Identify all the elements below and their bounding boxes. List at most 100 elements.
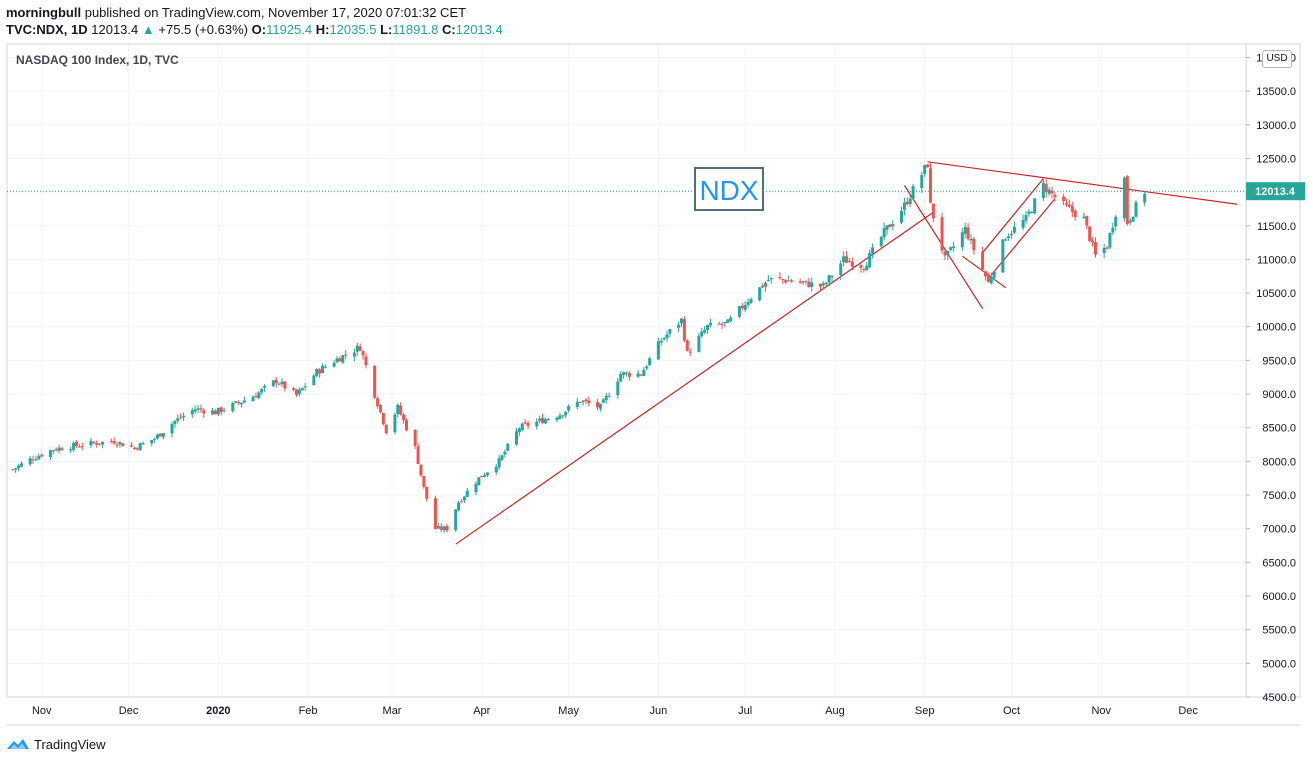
candle xyxy=(1062,193,1066,206)
y-tick-label: 11500.0 xyxy=(1257,221,1296,233)
candle xyxy=(677,321,681,333)
candle xyxy=(726,318,730,324)
candle xyxy=(587,396,591,407)
candle xyxy=(442,525,446,533)
chart-grid xyxy=(7,44,1246,698)
candle xyxy=(396,403,400,418)
candle xyxy=(231,401,235,413)
y-tick-label: 11000.0 xyxy=(1257,254,1296,266)
candle xyxy=(1070,201,1074,217)
candle xyxy=(176,414,180,424)
candle xyxy=(1004,237,1008,241)
high-value: 12035.5 xyxy=(329,22,377,37)
candle xyxy=(596,398,600,411)
candle xyxy=(1007,233,1011,241)
x-tick-label: Nov xyxy=(32,705,52,717)
candle xyxy=(1041,179,1045,201)
trendline xyxy=(990,198,1056,276)
candle xyxy=(355,343,359,357)
candle xyxy=(462,495,466,503)
candle xyxy=(604,392,608,404)
author-name[interactable]: morningbull xyxy=(6,5,82,20)
candle xyxy=(376,396,380,409)
x-tick-label: Sep xyxy=(915,705,935,717)
candle xyxy=(645,364,649,371)
candle xyxy=(520,422,524,432)
y-tick-label: 7500.0 xyxy=(1262,490,1296,502)
candle xyxy=(506,442,510,452)
x-tick-label: 2020 xyxy=(206,705,230,717)
candle xyxy=(202,408,206,418)
candle xyxy=(523,419,527,425)
candle xyxy=(373,365,377,400)
candle xyxy=(132,446,136,450)
candle xyxy=(616,377,620,399)
ndx-annotation[interactable]: NDX xyxy=(694,167,764,211)
candle xyxy=(862,268,866,273)
currency-button[interactable]: USD xyxy=(1262,50,1292,68)
y-tick-label: 5500.0 xyxy=(1262,625,1296,637)
candle xyxy=(318,367,322,378)
candle xyxy=(723,321,727,328)
candle xyxy=(746,298,750,308)
candle xyxy=(173,420,177,428)
candle xyxy=(95,440,99,448)
tradingview-brand[interactable]: TradingView xyxy=(34,736,106,752)
candle xyxy=(251,395,255,402)
candle xyxy=(928,162,932,204)
candle xyxy=(465,487,469,498)
candle xyxy=(607,392,611,398)
candle xyxy=(1128,218,1132,225)
candle xyxy=(514,428,518,446)
candle xyxy=(312,373,316,386)
candle xyxy=(364,353,368,369)
candle xyxy=(920,171,924,193)
candle xyxy=(578,401,582,404)
candle xyxy=(422,475,426,489)
candle xyxy=(242,396,246,403)
candle xyxy=(688,348,692,356)
candle xyxy=(1021,214,1025,231)
candle xyxy=(419,464,423,478)
candle xyxy=(1067,199,1071,208)
candle xyxy=(598,403,602,412)
candle xyxy=(118,441,122,448)
candle xyxy=(404,418,408,432)
candle xyxy=(222,407,226,413)
candle xyxy=(11,468,15,471)
candle xyxy=(891,219,895,231)
y-tick-label: 5000.0 xyxy=(1262,658,1296,670)
candle xyxy=(237,400,241,406)
candle xyxy=(335,356,339,363)
candle xyxy=(150,439,154,447)
candle xyxy=(161,433,165,440)
candle xyxy=(277,382,281,386)
y-tick-label: 9000.0 xyxy=(1262,389,1296,401)
candle xyxy=(818,283,822,292)
candle xyxy=(1111,222,1115,235)
candle xyxy=(781,278,785,284)
candle xyxy=(960,227,964,251)
candle xyxy=(1091,237,1095,247)
candle xyxy=(474,481,478,496)
candle xyxy=(986,272,990,283)
chart-frame xyxy=(6,43,1301,698)
candle xyxy=(170,421,174,438)
candle xyxy=(138,442,142,451)
candle xyxy=(639,374,643,377)
candle xyxy=(535,418,539,430)
y-tick-label: 10500.0 xyxy=(1256,288,1296,300)
candle xyxy=(790,279,794,283)
candle xyxy=(1033,197,1037,215)
candle xyxy=(497,455,501,470)
candle xyxy=(384,424,388,435)
candle xyxy=(983,270,987,281)
candle xyxy=(636,370,640,379)
tradingview-logo-icon[interactable] xyxy=(6,737,30,751)
candle xyxy=(1102,244,1106,259)
candle xyxy=(98,443,102,446)
candle xyxy=(344,350,348,360)
chart-title: NASDAQ 100 Index, 1D, TVC xyxy=(16,53,179,67)
close-label: C: xyxy=(442,22,456,37)
